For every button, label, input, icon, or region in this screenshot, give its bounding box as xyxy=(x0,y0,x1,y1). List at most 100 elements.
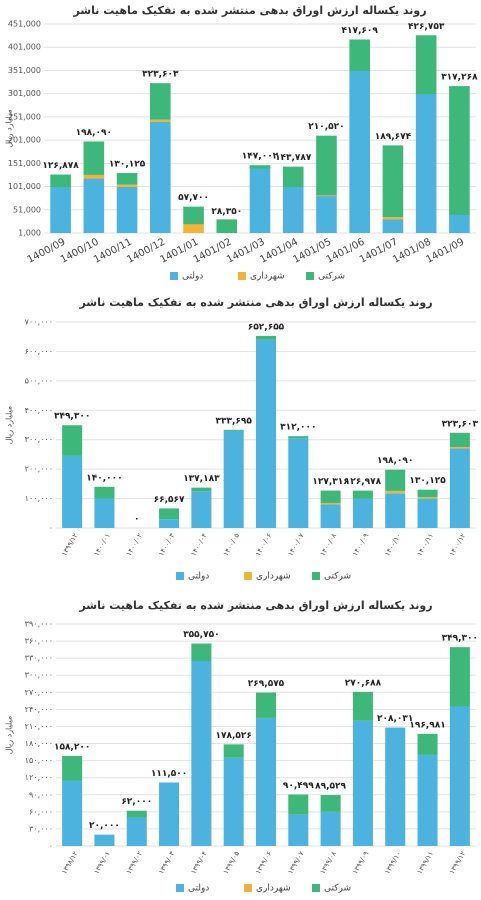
x-tick-label: ۱۴۰۰/۰۳ xyxy=(157,532,177,558)
total-label: ۳۴۹,۳۰۰ xyxy=(54,412,90,422)
y-axis-title: میلیارد ریال xyxy=(5,406,14,445)
bar-segment xyxy=(150,119,171,122)
x-tick-label: ۱۳۹۹/۰۸ xyxy=(319,850,339,876)
legend-label: شرکتی xyxy=(324,884,351,894)
x-tick-label: ۱۳۹۹/۱۲ xyxy=(448,850,468,876)
bar-segment xyxy=(417,489,438,498)
x-tick-label: ۱۴۰۰/۰۲ xyxy=(125,532,145,558)
bar-segment xyxy=(191,491,212,528)
total-label: ۳۱۲,۰۰۰ xyxy=(280,423,316,433)
bar-segment xyxy=(83,141,105,175)
total-label: ۶۶,۵۶۷ xyxy=(154,495,185,505)
bar-segment xyxy=(320,811,341,846)
total-label: ۵۷,۷۰۰ xyxy=(178,193,209,203)
x-tick-label: ۱۴۰۰/۰۴ xyxy=(189,532,209,558)
chart-title: روند یکساله ارزش اوراق بدهی منتشر شده به… xyxy=(72,4,426,17)
y-tick-label: ۱۵۰,۰۰۰ xyxy=(25,756,53,765)
total-label: ۱۹۸,۰۹۰ xyxy=(76,128,112,138)
bar-segment xyxy=(352,490,373,499)
y-tick-label: 301,000 xyxy=(8,89,41,98)
bar-segment xyxy=(159,508,180,520)
bar-segment xyxy=(288,436,309,439)
total-label: ۰ xyxy=(134,515,140,525)
x-tick-label: ۱۳۹۹/۰۹ xyxy=(351,850,371,876)
y-tick-label: ۶۰۰,۰۰۰ xyxy=(25,347,53,356)
x-tick-label: ۱۳۹۸/۱۲ xyxy=(60,850,80,876)
bar-segment xyxy=(288,438,309,528)
bar-segment xyxy=(62,780,83,846)
bar-segment xyxy=(417,497,438,499)
y-tick-label: ۳۰۰,۰۰۰ xyxy=(25,435,53,444)
legend-swatch xyxy=(244,884,252,892)
total-label: ۱۹۸,۰۹۰ xyxy=(377,456,413,466)
bar-segment xyxy=(50,174,71,188)
y-tick-label: ۲۴۰,۰۰۰ xyxy=(25,705,53,714)
y-tick-label: 101,000 xyxy=(8,182,41,191)
total-label: ۳۱۷,۲۶۸ xyxy=(441,73,478,83)
bar-segment xyxy=(449,213,470,233)
total-label: ۱۳۰,۱۲۵ xyxy=(409,476,446,486)
total-label: ۹۰,۴۹۹ xyxy=(283,781,314,791)
y-tick-label: 151,000 xyxy=(8,159,41,168)
bar-segment xyxy=(382,145,404,218)
legend-label: شهرداری xyxy=(250,272,285,282)
total-label: ۲۷۰,۶۸۸ xyxy=(345,678,382,688)
legend-swatch xyxy=(306,272,314,280)
x-tick-label: 1401/09 xyxy=(424,237,466,266)
y-tick-label: ۴۰۰,۰۰۰ xyxy=(25,406,53,415)
total-label: ۲۶۹,۵۷۵ xyxy=(248,679,285,689)
bar-segment xyxy=(382,218,404,233)
total-label: ۲۱۰,۵۲۰ xyxy=(308,122,344,132)
total-label: ۱۳۷,۱۸۳ xyxy=(183,474,220,484)
x-tick-label: ۱۳۹۹/۰۳ xyxy=(157,850,177,876)
y-tick-label: ۵۰۰,۰۰۰ xyxy=(25,376,53,385)
y-tick-label: 1,000 xyxy=(18,229,41,238)
y-tick-label: ۳۶۰,۰۰۰ xyxy=(25,637,53,646)
bar-segment xyxy=(83,174,105,179)
bar-segment xyxy=(255,339,277,528)
x-tick-label: ۱۴۰۰/۱۱ xyxy=(416,532,435,558)
x-tick-label: ۱۴۰۰/۰۶ xyxy=(254,532,274,558)
y-tick-label: ۰ xyxy=(49,524,53,533)
total-label: ۱۹۶,۹۸۱ xyxy=(409,720,445,730)
y-tick-label: ۰ xyxy=(49,842,53,851)
y-tick-label: ۳۰,۰۰۰ xyxy=(29,824,53,833)
total-label: ۱۳۰,۱۲۵ xyxy=(109,160,146,170)
total-label: ۳۲۳,۶۰۳ xyxy=(442,419,479,429)
bar-segment xyxy=(316,195,337,233)
legend-swatch xyxy=(244,572,252,580)
x-tick-label: ۱۳۹۹/۰۴ xyxy=(189,850,209,876)
bar-segment xyxy=(288,794,309,815)
bar-segment xyxy=(316,135,337,196)
bar-segment xyxy=(255,717,277,846)
total-label: ۶۲,۰۰۰ xyxy=(121,797,152,807)
legend-label: شرکتی xyxy=(324,572,351,582)
legend-swatch xyxy=(176,572,184,580)
y-tick-label: ۳۳۰,۰۰۰ xyxy=(25,654,53,663)
bar-segment xyxy=(320,502,341,505)
total-label: ۳۲۳,۶۰۳ xyxy=(142,70,179,80)
y-tick-label: 251,000 xyxy=(8,112,41,121)
total-label: ۲۰,۰۰۰ xyxy=(89,821,120,831)
total-label: ۱۴۰,۰۰۰ xyxy=(86,473,122,483)
bar-segment xyxy=(94,486,115,499)
total-label: ۱۷۸,۵۲۶ xyxy=(215,731,251,741)
bar-segment xyxy=(349,69,370,233)
x-tick-label: ۱۳۹۹/۱۲ xyxy=(60,532,80,558)
y-axis-title: میلیارد ریال xyxy=(5,109,14,148)
total-label: ۱۸۹,۶۷۴ xyxy=(375,132,412,142)
total-label: ۸۹,۵۲۹ xyxy=(315,782,346,792)
bar-segment xyxy=(223,744,244,758)
bar-segment xyxy=(320,504,341,528)
total-label: ۱۱۱,۵۰۰ xyxy=(151,769,187,779)
bar-segment xyxy=(417,733,438,755)
bar-segment xyxy=(116,186,138,233)
bar-segment xyxy=(126,810,147,818)
legend-swatch xyxy=(238,272,246,280)
bar-segment xyxy=(385,727,406,846)
bar-segment xyxy=(159,519,180,528)
chart-title: روند یکساله ارزش اوراق بدهی منتشر شده به… xyxy=(78,599,432,612)
x-tick-label: ۱۳۹۹/۱۱ xyxy=(416,850,435,876)
bar-segment xyxy=(449,447,470,449)
